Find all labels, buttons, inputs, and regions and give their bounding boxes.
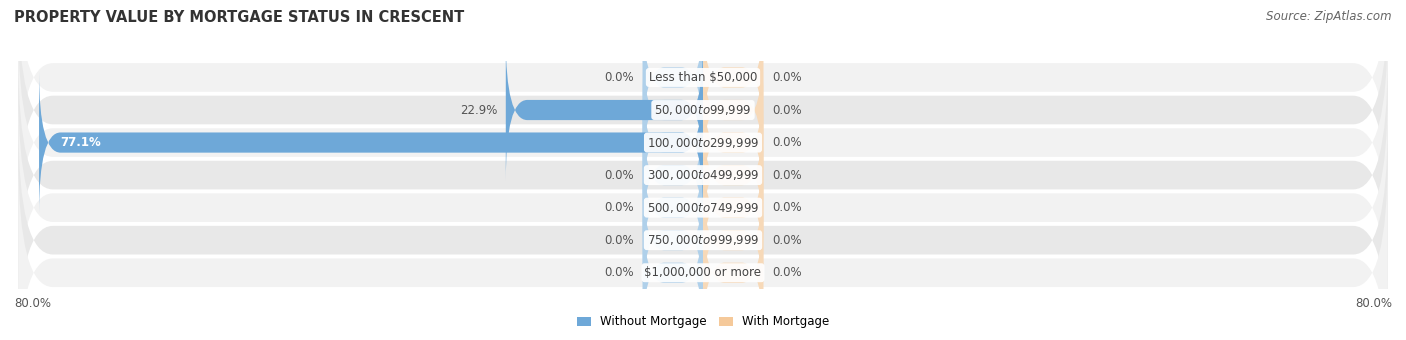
Text: 0.0%: 0.0% [772,201,801,214]
FancyBboxPatch shape [18,0,1388,226]
Text: 0.0%: 0.0% [772,71,801,84]
Text: 0.0%: 0.0% [605,201,634,214]
FancyBboxPatch shape [18,27,1388,258]
FancyBboxPatch shape [39,71,703,214]
FancyBboxPatch shape [643,71,703,214]
Text: Source: ZipAtlas.com: Source: ZipAtlas.com [1267,10,1392,23]
Legend: Without Mortgage, With Mortgage: Without Mortgage, With Mortgage [572,311,834,333]
FancyBboxPatch shape [703,202,763,340]
FancyBboxPatch shape [703,39,763,181]
Text: 0.0%: 0.0% [605,266,634,279]
Text: 0.0%: 0.0% [772,266,801,279]
Text: $300,000 to $499,999: $300,000 to $499,999 [647,168,759,182]
FancyBboxPatch shape [703,169,763,311]
FancyBboxPatch shape [643,39,703,181]
Text: 0.0%: 0.0% [605,169,634,182]
FancyBboxPatch shape [643,6,703,149]
Text: $100,000 to $299,999: $100,000 to $299,999 [647,136,759,150]
FancyBboxPatch shape [643,136,703,279]
FancyBboxPatch shape [18,0,1388,193]
Text: 0.0%: 0.0% [772,234,801,247]
Text: 0.0%: 0.0% [772,136,801,149]
Text: 22.9%: 22.9% [460,103,498,117]
Text: 80.0%: 80.0% [14,297,51,310]
Text: $1,000,000 or more: $1,000,000 or more [644,266,762,279]
Text: PROPERTY VALUE BY MORTGAGE STATUS IN CRESCENT: PROPERTY VALUE BY MORTGAGE STATUS IN CRE… [14,10,464,25]
Text: $750,000 to $999,999: $750,000 to $999,999 [647,233,759,247]
FancyBboxPatch shape [643,104,703,246]
Text: 0.0%: 0.0% [772,103,801,117]
FancyBboxPatch shape [506,39,703,181]
FancyBboxPatch shape [703,71,763,214]
FancyBboxPatch shape [18,59,1388,291]
FancyBboxPatch shape [703,104,763,246]
Text: 77.1%: 77.1% [60,136,101,149]
Text: 0.0%: 0.0% [605,71,634,84]
FancyBboxPatch shape [18,92,1388,323]
Text: Less than $50,000: Less than $50,000 [648,71,758,84]
Text: 0.0%: 0.0% [772,169,801,182]
Text: 0.0%: 0.0% [605,234,634,247]
FancyBboxPatch shape [643,169,703,311]
Text: $50,000 to $99,999: $50,000 to $99,999 [654,103,752,117]
FancyBboxPatch shape [18,157,1388,340]
FancyBboxPatch shape [703,6,763,149]
FancyBboxPatch shape [643,202,703,340]
Text: $500,000 to $749,999: $500,000 to $749,999 [647,201,759,215]
FancyBboxPatch shape [18,124,1388,340]
FancyBboxPatch shape [703,136,763,279]
Text: 80.0%: 80.0% [1355,297,1392,310]
